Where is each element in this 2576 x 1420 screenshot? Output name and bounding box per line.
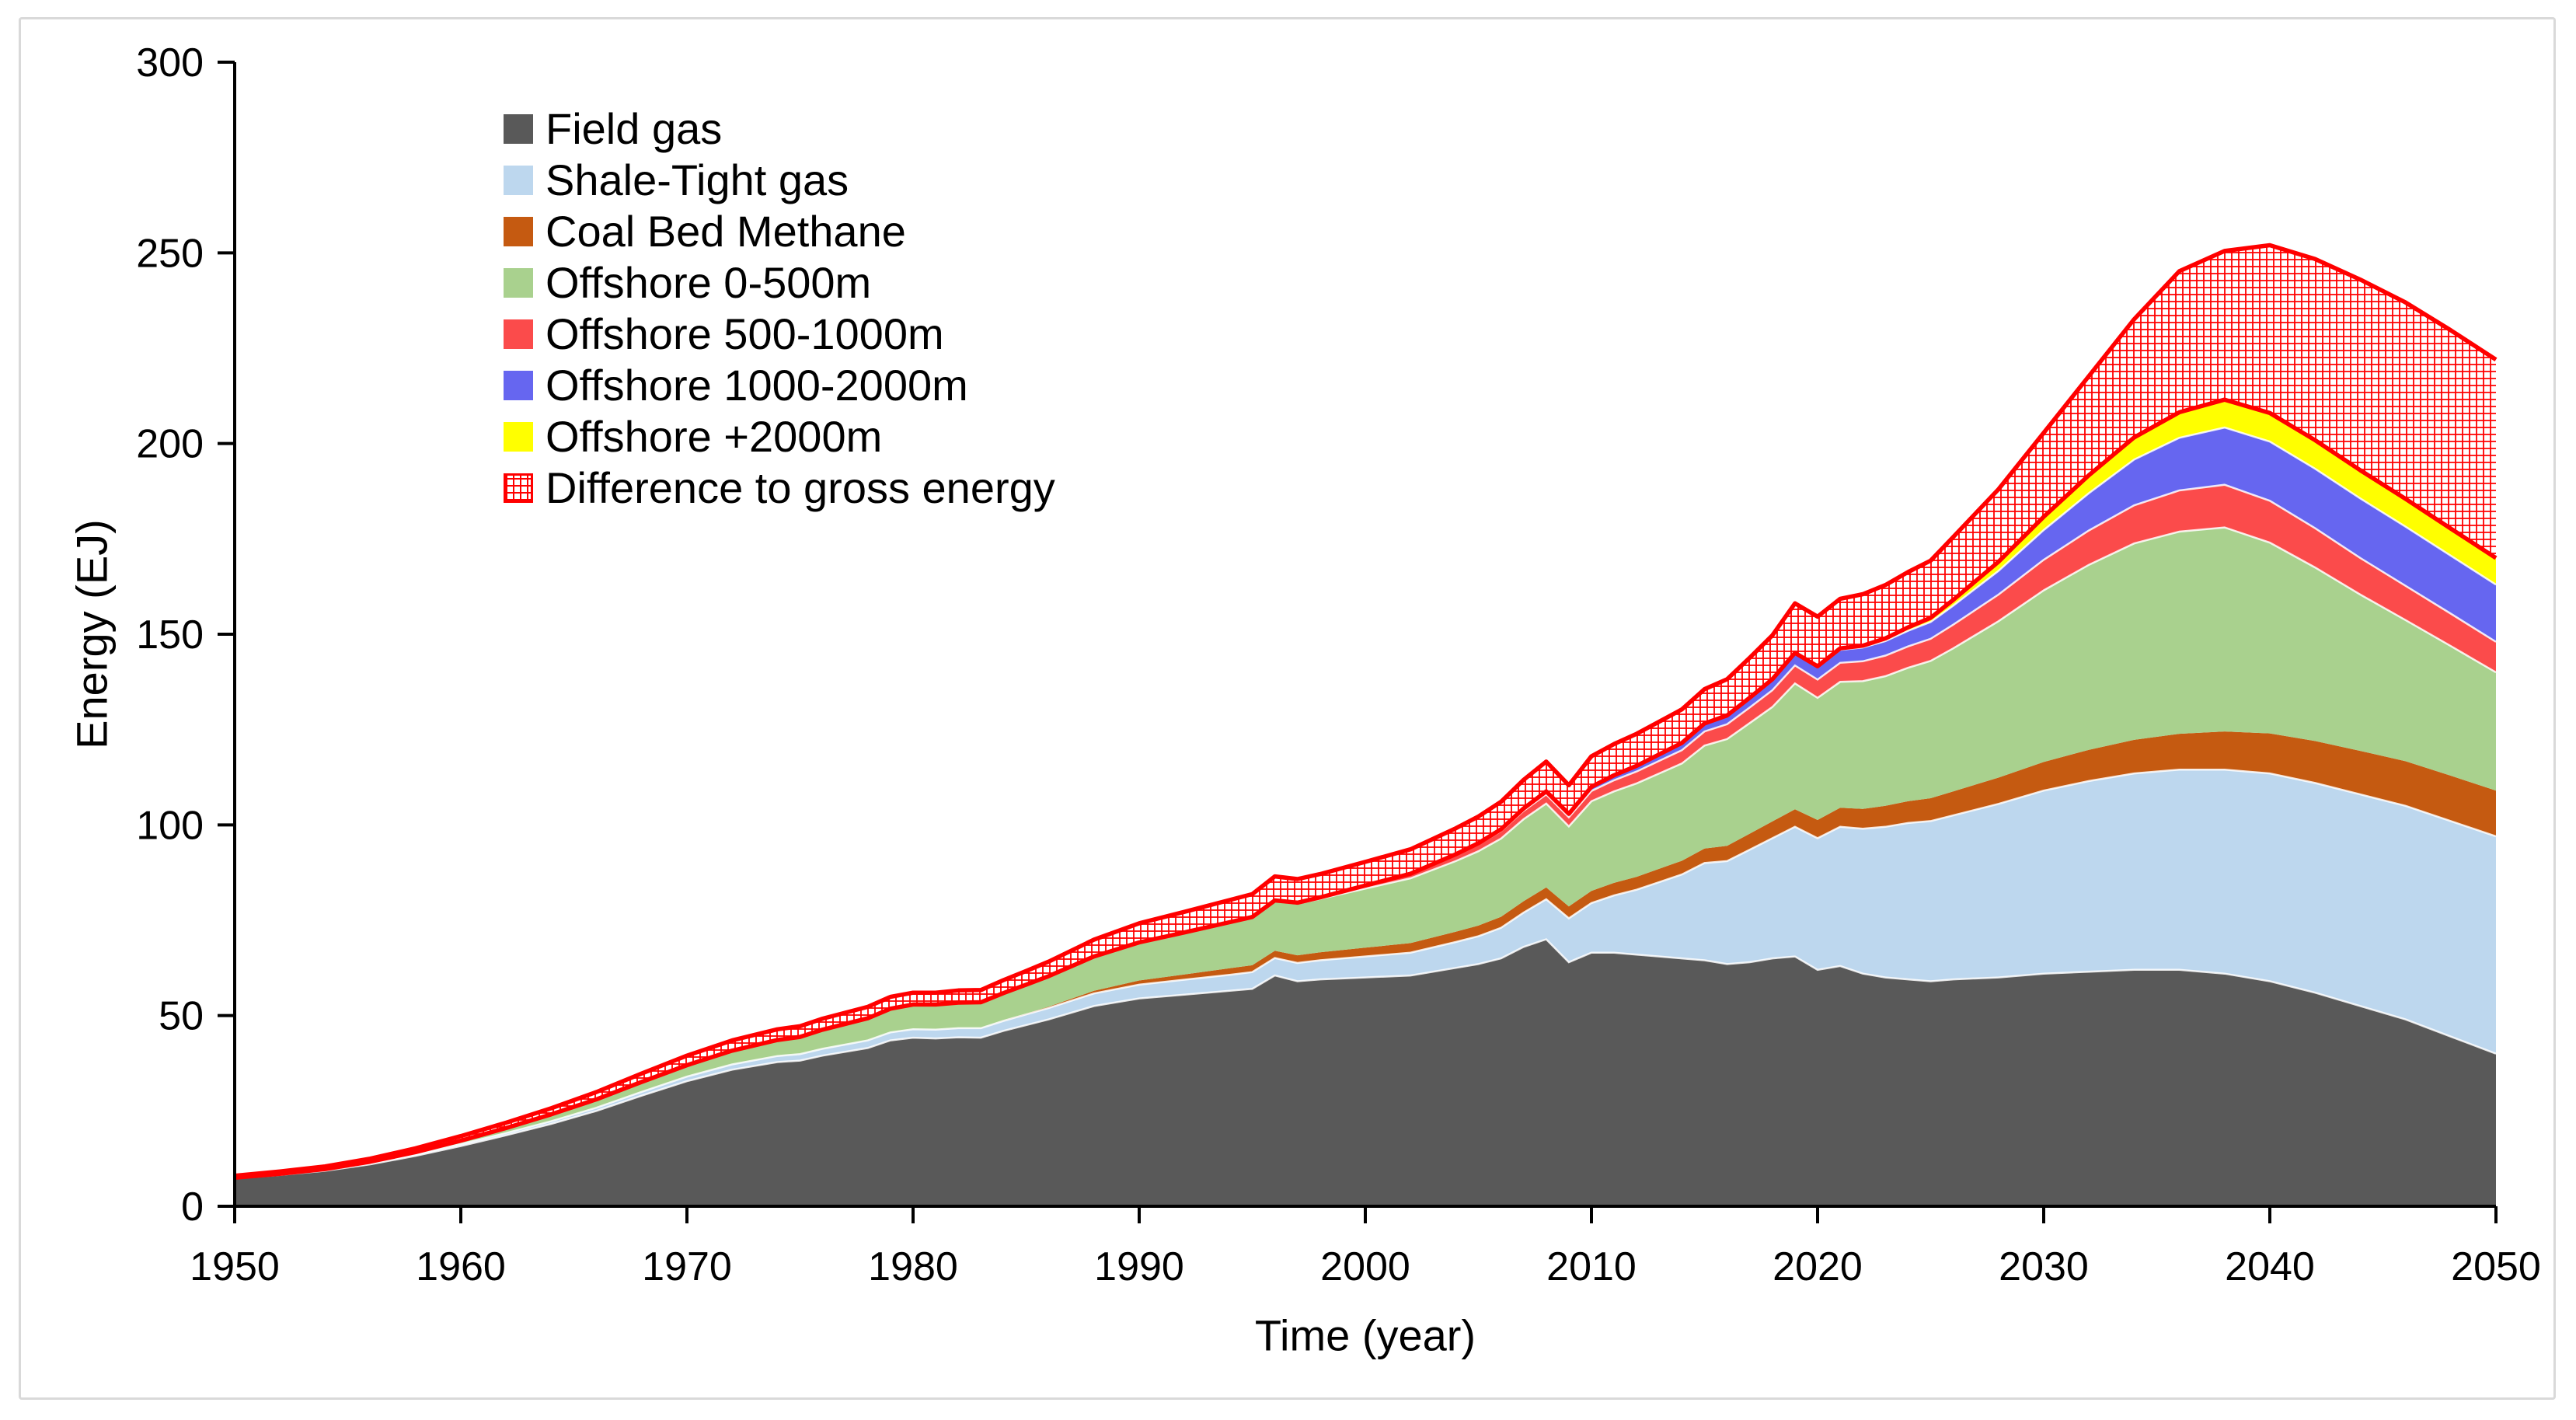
area-offshore-500-1000m	[235, 484, 2496, 1178]
legend-swatch-coal-bed-methane	[504, 217, 533, 246]
x-tick-label: 1970	[642, 1244, 732, 1289]
legend-swatch-offshore-0-500m	[504, 268, 533, 298]
area-coal-bed-methane	[235, 731, 2496, 1178]
legend-item: Field gas	[504, 104, 1055, 153]
x-tick-label: 2030	[1999, 1244, 2089, 1289]
y-tick-label: 300	[136, 40, 204, 85]
y-tick-label: 100	[136, 803, 204, 848]
y-tick-label: 200	[136, 422, 204, 467]
legend-item: Shale-Tight gas	[504, 155, 1055, 204]
x-tick-label: 2040	[2225, 1244, 2315, 1289]
legend-swatch-field-gas	[504, 114, 533, 144]
y-tick-label: 0	[181, 1184, 204, 1230]
legend-label: Difference to gross energy	[546, 463, 1055, 512]
area-difference-to-gross-energy	[235, 245, 2496, 1178]
legend-label: Offshore +2000m	[546, 412, 883, 461]
legend-item: Offshore 500-1000m	[504, 309, 1055, 358]
legend-swatch-offshore-1000-2000m	[504, 371, 533, 400]
legend-label: Offshore 500-1000m	[546, 309, 944, 358]
legend-item: Offshore 1000-2000m	[504, 361, 1055, 410]
x-tick-label: 1980	[868, 1244, 958, 1289]
legend-item: Coal Bed Methane	[504, 207, 1055, 256]
area-offshore-0-500m	[235, 527, 2496, 1178]
x-tick-label: 2020	[1773, 1244, 1863, 1289]
area-shale-tight-gas	[235, 769, 2496, 1179]
area-field-gas	[235, 939, 2496, 1206]
legend: Field gas Shale-Tight gas Coal Bed Metha…	[504, 104, 1055, 525]
x-tick-label: 1950	[190, 1244, 280, 1289]
legend-label: Field gas	[546, 104, 723, 153]
x-tick-label: 2000	[1320, 1244, 1410, 1289]
y-axis-title: Energy (EJ)	[67, 519, 117, 749]
net-production-line	[234, 397, 2498, 1180]
legend-swatch-shale-tight-gas	[504, 166, 533, 195]
legend-item: Offshore +2000m	[504, 412, 1055, 461]
y-tick-label: 150	[136, 612, 204, 658]
band-separator-line	[234, 938, 2497, 1180]
legend-swatch-offshore-2000m-plus	[504, 422, 533, 452]
x-tick-label: 2010	[1546, 1244, 1637, 1289]
x-axis-title: Time (year)	[1254, 1310, 1476, 1360]
band-separator-line	[234, 768, 2497, 1179]
x-tick-label: 1990	[1094, 1244, 1184, 1289]
legend-label: Offshore 0-500m	[546, 258, 872, 307]
y-tick-label: 250	[136, 231, 204, 276]
legend-label: Offshore 1000-2000m	[546, 361, 968, 410]
legend-swatch-difference-hatch	[504, 473, 533, 503]
y-tick-label: 50	[159, 994, 204, 1039]
gross-energy-line	[234, 242, 2498, 1178]
x-tick-label: 2050	[2451, 1244, 2541, 1289]
legend-item: Offshore 0-500m	[504, 258, 1055, 307]
legend-item: Difference to gross energy	[504, 463, 1055, 512]
legend-label: Shale-Tight gas	[546, 155, 849, 204]
legend-label: Coal Bed Methane	[546, 207, 906, 256]
x-tick-label: 1960	[416, 1244, 506, 1289]
legend-swatch-offshore-500-1000m	[504, 319, 533, 349]
